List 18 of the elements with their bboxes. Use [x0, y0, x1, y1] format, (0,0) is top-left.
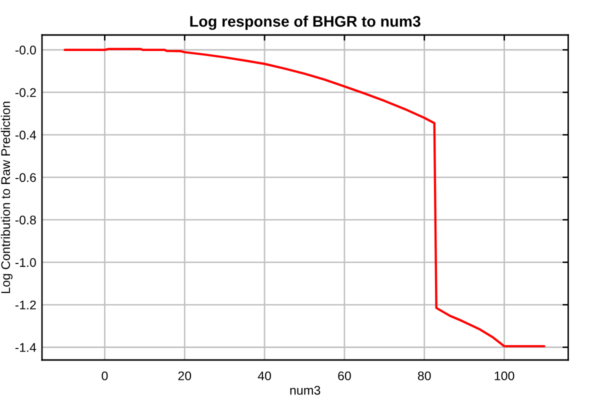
x-tick-label: 0 [102, 371, 108, 380]
y-tick-label: -1.4 [15, 343, 36, 352]
y-tick-label: -0.6 [15, 173, 36, 182]
x-tick-label: 80 [418, 371, 431, 380]
x-tick-label: 100 [494, 371, 514, 380]
y-axis-title: Log Contribution to Raw Prediction [0, 102, 13, 294]
y-tick-label: -0.2 [15, 88, 36, 98]
y-tick-label: -0.4 [15, 130, 36, 140]
y-tick-label: -0.8 [15, 216, 36, 224]
x-axis-title: num3 [290, 386, 320, 395]
chart-title: Log response of BHGR to num3 [190, 16, 420, 30]
x-tick-label: 20 [178, 371, 192, 380]
x-tick-label: 40 [258, 371, 272, 380]
y-tick-label: -1.2 [15, 300, 36, 310]
y-tick-label: -1.0 [15, 258, 36, 267]
y-tick-label: -0.0 [15, 46, 36, 55]
x-tick-label: 60 [338, 371, 351, 380]
line-series [64, 48, 546, 348]
